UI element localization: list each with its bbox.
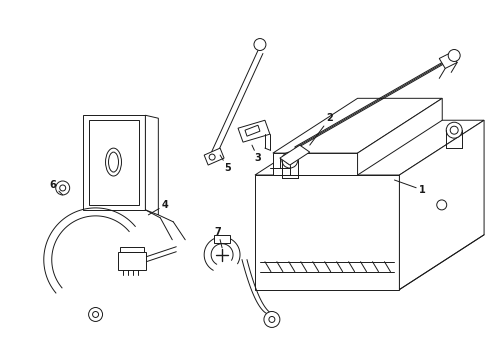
Circle shape xyxy=(89,307,102,321)
Polygon shape xyxy=(89,120,140,205)
Polygon shape xyxy=(273,98,442,153)
Text: 7: 7 xyxy=(215,227,222,248)
Circle shape xyxy=(437,200,447,210)
Polygon shape xyxy=(146,115,158,215)
Circle shape xyxy=(56,181,70,195)
Polygon shape xyxy=(439,53,457,68)
Text: 1: 1 xyxy=(394,180,426,195)
Circle shape xyxy=(448,50,460,62)
Polygon shape xyxy=(255,120,484,175)
Circle shape xyxy=(286,156,294,164)
Text: 4: 4 xyxy=(148,200,169,215)
Polygon shape xyxy=(119,252,147,270)
Ellipse shape xyxy=(108,152,119,172)
Circle shape xyxy=(93,311,98,318)
Circle shape xyxy=(450,126,458,134)
Polygon shape xyxy=(204,148,224,165)
Text: 2: 2 xyxy=(310,113,333,145)
Polygon shape xyxy=(121,247,145,252)
Circle shape xyxy=(254,39,266,50)
Polygon shape xyxy=(245,125,260,136)
Circle shape xyxy=(446,122,462,138)
Polygon shape xyxy=(280,145,310,165)
Circle shape xyxy=(269,316,275,323)
Ellipse shape xyxy=(105,148,122,176)
Circle shape xyxy=(209,154,215,160)
Circle shape xyxy=(264,311,280,328)
Circle shape xyxy=(282,152,298,168)
Text: 3: 3 xyxy=(252,145,261,163)
Text: 6: 6 xyxy=(49,180,63,195)
Polygon shape xyxy=(214,235,230,243)
Polygon shape xyxy=(238,120,270,142)
Polygon shape xyxy=(255,175,399,289)
Polygon shape xyxy=(399,120,484,289)
Polygon shape xyxy=(83,115,146,210)
Circle shape xyxy=(60,185,66,191)
Polygon shape xyxy=(358,98,442,175)
Text: 5: 5 xyxy=(220,155,231,173)
Polygon shape xyxy=(273,153,358,175)
